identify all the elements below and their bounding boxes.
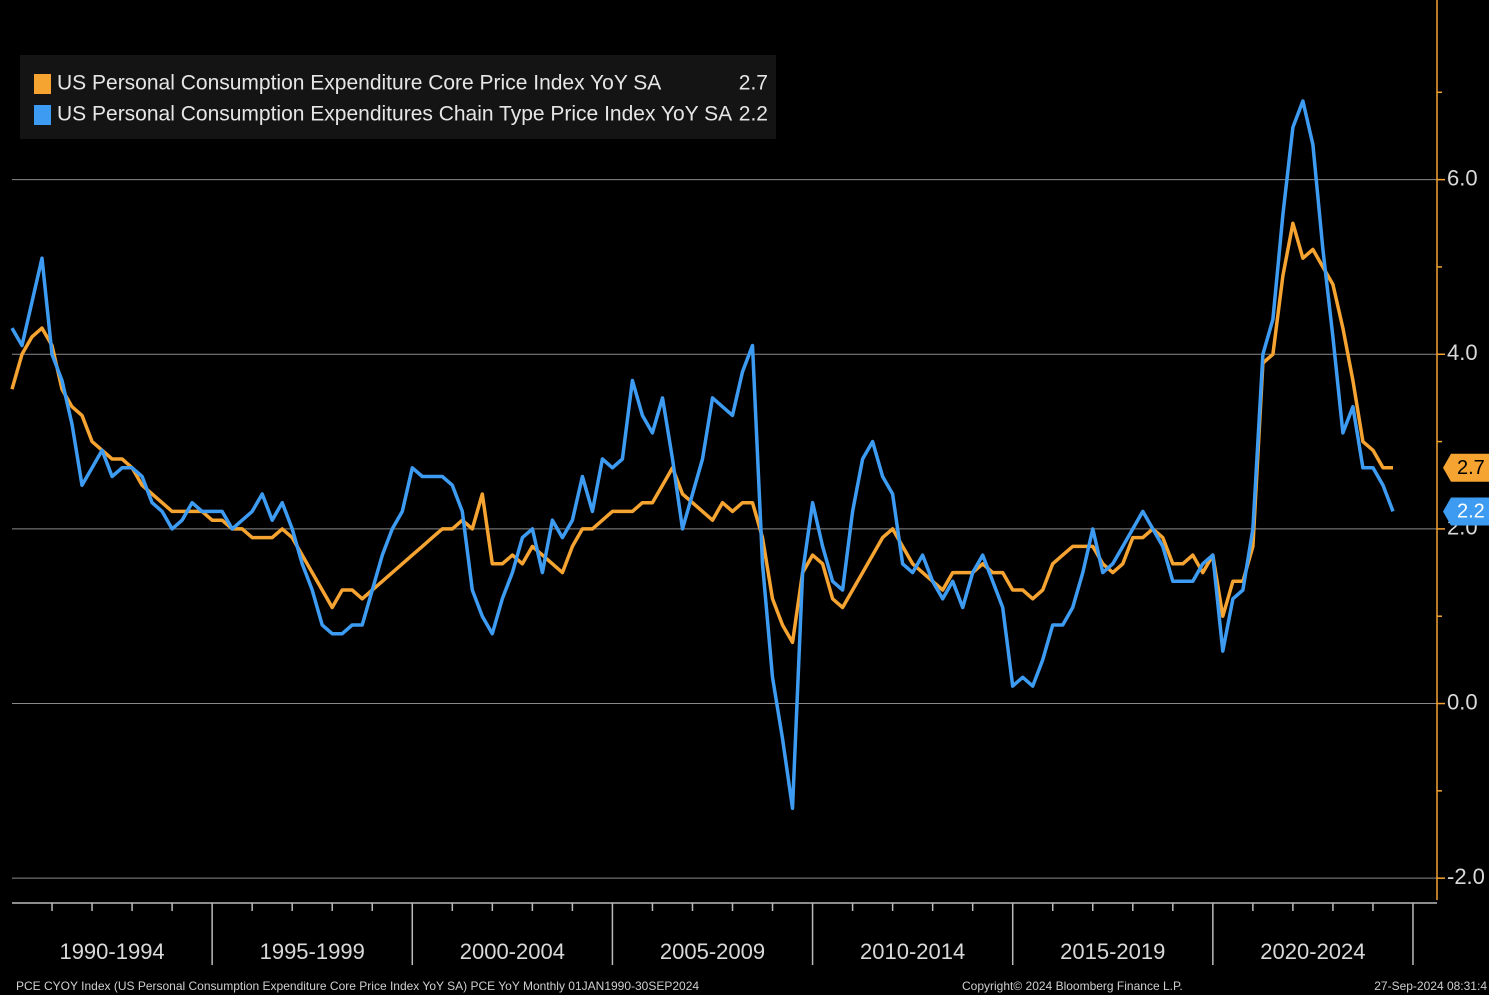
series-line: [10, 221, 1393, 645]
x-band-label: 2020-2024: [1260, 939, 1365, 964]
x-band-label: 1995-1999: [260, 939, 365, 964]
footer-copyright: Copyright© 2024 Bloomberg Finance L.P.: [962, 979, 1183, 993]
x-band-label: 2005-2009: [660, 939, 765, 964]
y-tick-label: -2.0: [1447, 864, 1485, 889]
x-band-label: 2010-2014: [860, 939, 965, 964]
legend-value: 2.7: [739, 72, 768, 95]
y-tick-label: 6.0: [1447, 165, 1478, 190]
legend-swatch: [34, 105, 51, 125]
x-band-label: 2000-2004: [460, 939, 565, 964]
last-value-tag-label: 2.2: [1457, 501, 1485, 523]
last-value-tag: [1443, 453, 1489, 482]
y-tick-label: 4.0: [1447, 340, 1478, 365]
legend: US Personal Consumption Expenditure Core…: [20, 55, 776, 139]
x-band-label: 1990-1994: [59, 939, 164, 964]
footer-date: 27-Sep-2024 08:31:4: [1374, 979, 1487, 993]
series-line: [10, 99, 1395, 811]
x-band-label: 2015-2019: [1060, 939, 1165, 964]
legend-value: 2.2: [739, 103, 768, 126]
plot-lines: [10, 99, 1395, 811]
legend-swatch: [34, 74, 51, 94]
legend-label: US Personal Consumption Expenditure Core…: [57, 72, 661, 95]
legend-label: US Personal Consumption Expenditures Cha…: [57, 103, 732, 126]
legend-box: [20, 55, 776, 139]
last-value-tag-label: 2.7: [1457, 457, 1485, 479]
last-value-tag: [1443, 497, 1489, 526]
grid: [12, 179, 1437, 879]
y-tick-label: 0.0: [1447, 689, 1478, 714]
footer-source: PCE CYOY Index (US Personal Consumption …: [16, 979, 699, 993]
